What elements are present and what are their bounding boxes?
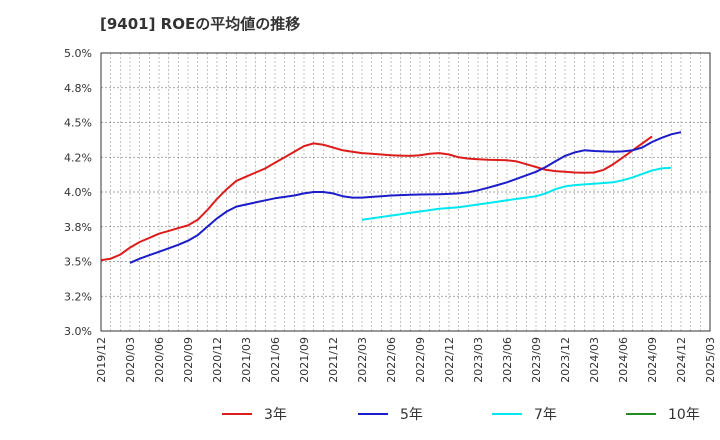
- x-tick-label: 2019/12: [95, 337, 108, 383]
- x-tick-label: 2024/09: [646, 337, 659, 383]
- x-tick-label: 2020/06: [153, 337, 166, 383]
- x-tick-label: 2024/06: [617, 337, 630, 383]
- x-tick-label: 2024/03: [588, 337, 601, 383]
- chart-title: [9401] ROEの平均値の推移: [100, 15, 300, 33]
- legend-label-3: 10年: [668, 407, 700, 423]
- y-tick-label: 4.2%: [64, 151, 92, 164]
- x-tick-label: 2024/12: [675, 337, 688, 383]
- y-tick-label: 4.8%: [64, 82, 92, 95]
- x-tick-label: 2021/06: [269, 337, 282, 383]
- x-tick-label: 2020/12: [211, 337, 224, 383]
- x-tick-label: 2023/06: [501, 337, 514, 383]
- x-tick-label: 2021/03: [240, 337, 253, 383]
- x-tick-label: 2022/09: [414, 337, 427, 383]
- y-tick-label: 3.5%: [64, 256, 92, 269]
- x-tick-label: 2022/12: [443, 337, 456, 383]
- x-axis-ticks: 2019/12 2020/03 2020/06 2020/09 2020/12 2021/…: [95, 337, 717, 383]
- y-tick-label: 4.0%: [64, 186, 92, 199]
- y-tick-label: 3.2%: [64, 290, 92, 303]
- legend-label-2: 7年: [534, 407, 557, 423]
- x-tick-label: 2021/09: [298, 337, 311, 383]
- x-tick-label: 2021/12: [327, 337, 340, 383]
- plot-frame: [100, 52, 711, 332]
- legend: 3年 5年 7年 10年: [222, 407, 700, 423]
- series-line-1: [129, 131, 682, 264]
- series-line-2: [361, 166, 672, 221]
- y-tick-label: 5.0%: [64, 47, 92, 60]
- x-tick-label: 2020/09: [182, 337, 195, 383]
- y-axis-ticks: 3.0% 3.2% 3.5% 3.8% 4.0% 4.2% 4.5% 4.8% 5.0%: [64, 47, 92, 338]
- series-line-0: [100, 135, 653, 262]
- x-tick-label: 2020/03: [124, 337, 137, 383]
- grid: [101, 52, 710, 332]
- x-tick-label: 2022/03: [356, 337, 369, 383]
- x-tick-label: 2022/06: [385, 337, 398, 383]
- legend-label-1: 5年: [400, 407, 423, 423]
- x-tick-label: 2023/03: [472, 337, 485, 383]
- x-tick-label: 2025/03: [704, 337, 717, 383]
- y-tick-label: 3.8%: [64, 221, 92, 234]
- y-tick-label: 3.0%: [64, 325, 92, 338]
- x-tick-label: 2023/12: [559, 337, 572, 383]
- y-tick-label: 4.5%: [64, 117, 92, 130]
- legend-label-0: 3年: [264, 407, 287, 423]
- series-lines: [100, 131, 682, 264]
- x-tick-label: 2023/09: [530, 337, 543, 383]
